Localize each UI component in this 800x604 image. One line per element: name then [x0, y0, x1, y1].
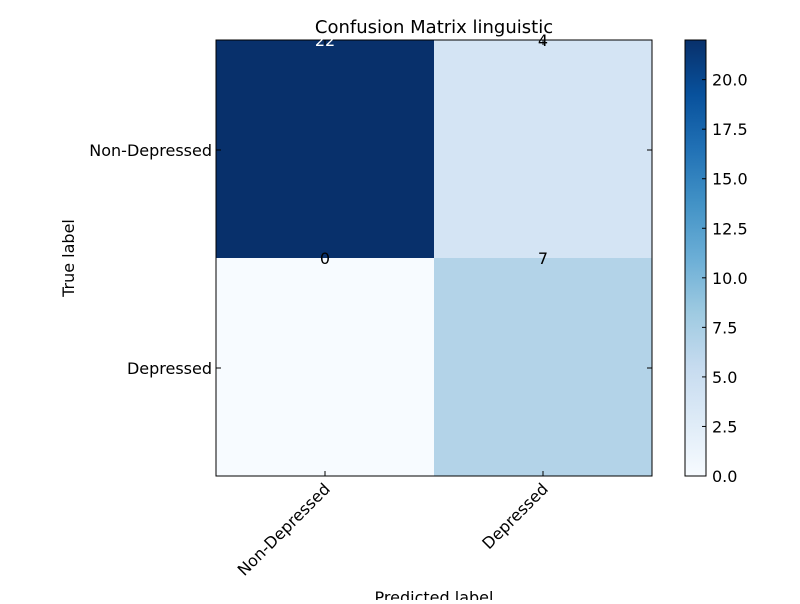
heatmap-cell — [434, 258, 652, 476]
heatmap-cell — [434, 40, 652, 258]
colorbar-tick-label: 15.0 — [712, 170, 748, 189]
colorbar-tick-label: 12.5 — [712, 219, 748, 238]
x-tick-label: Depressed — [478, 479, 552, 553]
y-tick-label: Non-Depressed — [89, 141, 212, 160]
cell-value-label: 0 — [320, 249, 330, 268]
heatmap-cell — [216, 258, 434, 476]
colorbar-tick-label: 17.5 — [712, 120, 748, 139]
heatmap-cell — [216, 40, 434, 258]
cell-value-label: 7 — [538, 249, 548, 268]
colorbar-gradient — [684, 39, 707, 477]
x-tick-label: Non-Depressed — [234, 479, 334, 579]
colorbar-tick-label: 20.0 — [712, 71, 748, 90]
colorbar-tick-label: 5.0 — [712, 368, 737, 387]
colorbar-ticks: 0.0 2.5 5.0 7.5 10.0 12.5 15.0 17.5 20.0 — [702, 71, 748, 486]
heatmap-cells — [216, 40, 652, 476]
cell-value-label: 4 — [538, 31, 548, 50]
y-axis-label: True label — [59, 219, 78, 298]
colorbar-tick-label: 0.0 — [712, 467, 737, 486]
cell-value-label: 22 — [315, 31, 335, 50]
colorbar-tick-label: 7.5 — [712, 318, 737, 337]
chart-title: Confusion Matrix linguistic — [315, 17, 553, 38]
colorbar-tick-label: 10.0 — [712, 269, 748, 288]
y-tick-label: Depressed — [127, 359, 212, 378]
cell-value-labels: 22 4 0 7 — [315, 31, 548, 268]
axis-ticks — [216, 40, 652, 476]
colorbar-tick-label: 2.5 — [712, 417, 737, 436]
plot-frame — [215, 39, 653, 477]
x-axis-label: Predicted label — [375, 588, 494, 600]
